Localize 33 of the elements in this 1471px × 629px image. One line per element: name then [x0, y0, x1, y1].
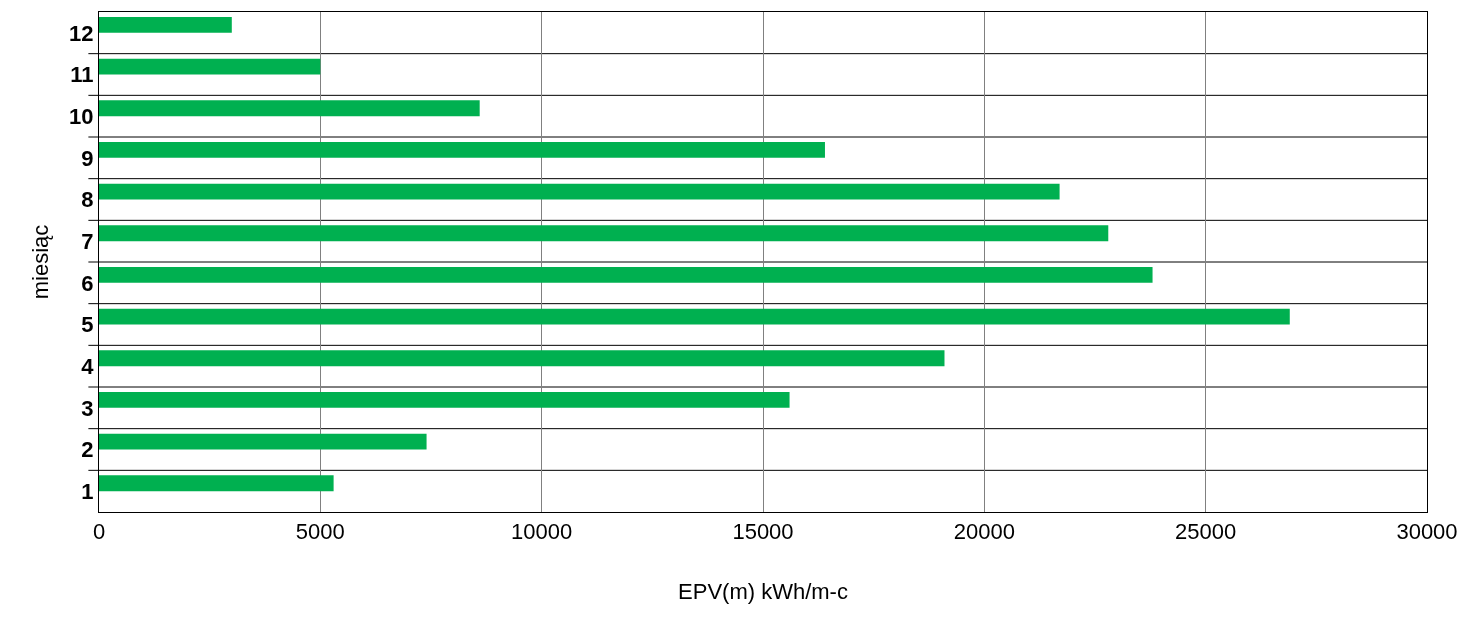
bar	[99, 350, 945, 367]
x-axis-title: EPV(m) kWh/m-c	[678, 579, 848, 605]
y-tick-label: 5	[81, 312, 94, 338]
bar	[99, 308, 1290, 325]
bar	[99, 225, 1109, 242]
y-tick-label: 4	[81, 353, 95, 379]
y-tick-label: 7	[81, 228, 94, 254]
bar	[99, 267, 1153, 283]
y-tick-label: 9	[81, 145, 94, 171]
x-tick-label: 20000	[953, 519, 1015, 545]
x-tick-label: 15000	[732, 519, 794, 545]
bar	[99, 100, 480, 117]
bar	[99, 475, 334, 492]
y-tick-label: 8	[81, 187, 94, 213]
x-tick-label: 10000	[511, 519, 573, 545]
bar	[99, 142, 825, 158]
y-axis-title: miesiąc	[27, 224, 53, 300]
bar	[99, 17, 232, 33]
y-tick-label: 11	[70, 62, 94, 88]
x-tick-label: 5000	[295, 519, 345, 545]
y-tick-label: 6	[81, 270, 94, 296]
bar	[99, 183, 1060, 200]
y-tick-label: 2	[81, 437, 94, 463]
bar	[99, 433, 427, 450]
y-tick-label: 3	[81, 395, 94, 421]
bar	[99, 58, 321, 75]
y-tick-label: 10	[69, 103, 94, 129]
x-tick-label: 30000	[1396, 519, 1458, 545]
bar	[99, 392, 790, 408]
y-tick-label: 12	[69, 20, 94, 46]
x-tick-label: 0	[92, 519, 106, 545]
y-tick-label: 1	[81, 478, 94, 504]
x-tick-label: 25000	[1175, 519, 1237, 545]
